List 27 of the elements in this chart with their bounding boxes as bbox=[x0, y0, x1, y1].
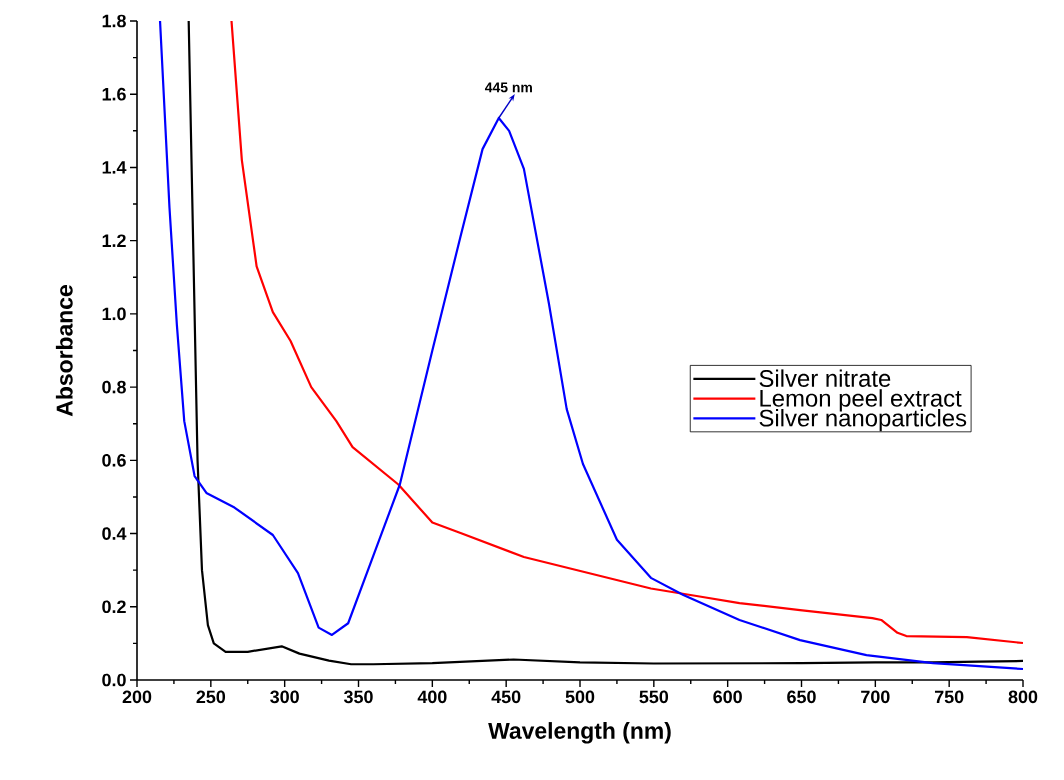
y-tick-label: 1.8 bbox=[102, 14, 126, 28]
x-tick-label: 500 bbox=[565, 690, 595, 704]
x-tick-label: 450 bbox=[491, 690, 521, 704]
x-tick-label: 250 bbox=[196, 690, 226, 704]
x-tick-label: 800 bbox=[1008, 690, 1038, 704]
x-tick-label: 400 bbox=[417, 690, 447, 704]
x-tick-label: 350 bbox=[343, 690, 373, 704]
y-tick-label: 0.8 bbox=[102, 380, 126, 394]
x-tick-label: 600 bbox=[713, 690, 742, 704]
y-tick-label: 0.4 bbox=[102, 527, 127, 540]
x-tick-label: 650 bbox=[787, 690, 816, 704]
x-tick-label: 700 bbox=[861, 690, 890, 704]
y-tick-label: 1.2 bbox=[102, 234, 126, 247]
y-axis-title: Absorbance bbox=[55, 285, 73, 417]
legend-label: Silver nitrate bbox=[759, 369, 891, 387]
y-tick-label: 1.6 bbox=[102, 87, 126, 101]
x-axis-title: Wavelength (nm) bbox=[488, 722, 671, 744]
x-tick-label: 200 bbox=[122, 690, 152, 704]
x-tick-label: 300 bbox=[270, 690, 299, 704]
x-tick-label: 750 bbox=[934, 690, 964, 704]
y-tick-label: 0.2 bbox=[102, 600, 126, 614]
y-tick-label: 1.4 bbox=[102, 161, 127, 174]
x-tick-label: 550 bbox=[639, 690, 669, 704]
y-tick-label: 0.0 bbox=[102, 673, 126, 687]
y-tick-label: 1.0 bbox=[102, 307, 126, 321]
annotation: 445 nm bbox=[484, 82, 532, 93]
y-tick-label: 0.6 bbox=[102, 453, 126, 467]
